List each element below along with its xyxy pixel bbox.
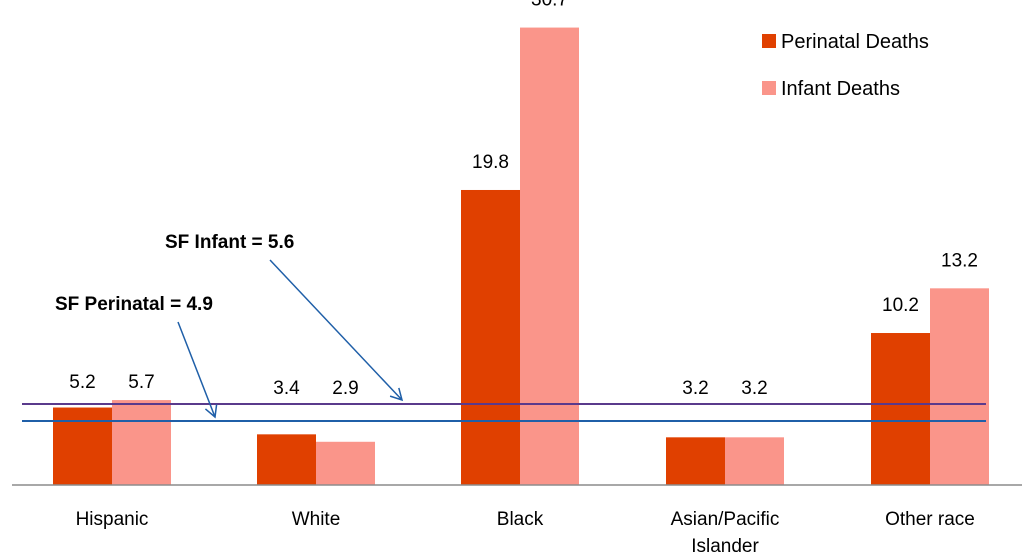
- perinatal-value-label-3: 3.2: [682, 378, 708, 399]
- legend-swatch-infant: [762, 81, 776, 95]
- perinatal-bar-4: [871, 333, 930, 485]
- perinatal-bar-0: [53, 407, 112, 485]
- bars-layer: [53, 27, 989, 486]
- annotation-arrowhead-0: [204, 404, 218, 419]
- legend-label-perinatal: Perinatal Deaths: [781, 31, 929, 53]
- reference-lines: [22, 403, 986, 422]
- perinatal-bar-2: [461, 189, 520, 486]
- category-labels: Hispanic White Black Asian/Pacific Islander O…: [76, 509, 975, 557]
- legend-label-infant: Infant Deaths: [781, 78, 900, 100]
- infant-bar-1: [316, 441, 375, 485]
- annotation-sf-perinatal: SF Perinatal = 4.9: [55, 294, 213, 315]
- legend-swatch-perinatal: [762, 34, 776, 48]
- infant-value-label-2: 30.7: [531, 0, 568, 11]
- category-label-4: Other race: [885, 509, 975, 530]
- perinatal-value-label-2: 19.8: [472, 152, 509, 173]
- value-labels: 5.2 3.4 19.8 3.2 10.2 5.7 2.9 30.7 3.2 13.2: [69, 0, 978, 399]
- category-label-2: Black: [497, 509, 544, 530]
- infant-bar-2: [520, 27, 579, 485]
- annotations: SF Perinatal = 4.9 SF Infant = 5.6: [55, 232, 404, 419]
- perinatal-value-label-4: 10.2: [882, 295, 919, 316]
- infant-bar-4: [930, 288, 989, 485]
- infant-value-label-4: 13.2: [941, 250, 978, 271]
- infant-bar-0: [112, 400, 171, 485]
- perinatal-bar-3: [666, 437, 725, 485]
- legend: Perinatal Deaths Infant Deaths: [762, 31, 929, 100]
- perinatal-bar-1: [257, 434, 316, 485]
- infant-bar-3: [725, 437, 784, 485]
- annotation-arrow-0: [177, 321, 216, 418]
- infant-value-label-0: 5.7: [128, 372, 154, 393]
- annotation-arrow-1: [269, 259, 403, 401]
- perinatal-value-label-0: 5.2: [69, 372, 95, 393]
- infant-value-label-3: 3.2: [741, 378, 767, 399]
- annotation-arrowhead-1: [389, 387, 404, 402]
- perinatal-value-label-1: 3.4: [273, 378, 300, 399]
- annotation-sf-infant: SF Infant = 5.6: [165, 232, 294, 253]
- category-label-3: Asian/Pacific Islander: [671, 509, 780, 557]
- category-label-1: White: [292, 509, 341, 530]
- infant-value-label-1: 2.9: [332, 378, 358, 399]
- category-label-0: Hispanic: [76, 509, 149, 530]
